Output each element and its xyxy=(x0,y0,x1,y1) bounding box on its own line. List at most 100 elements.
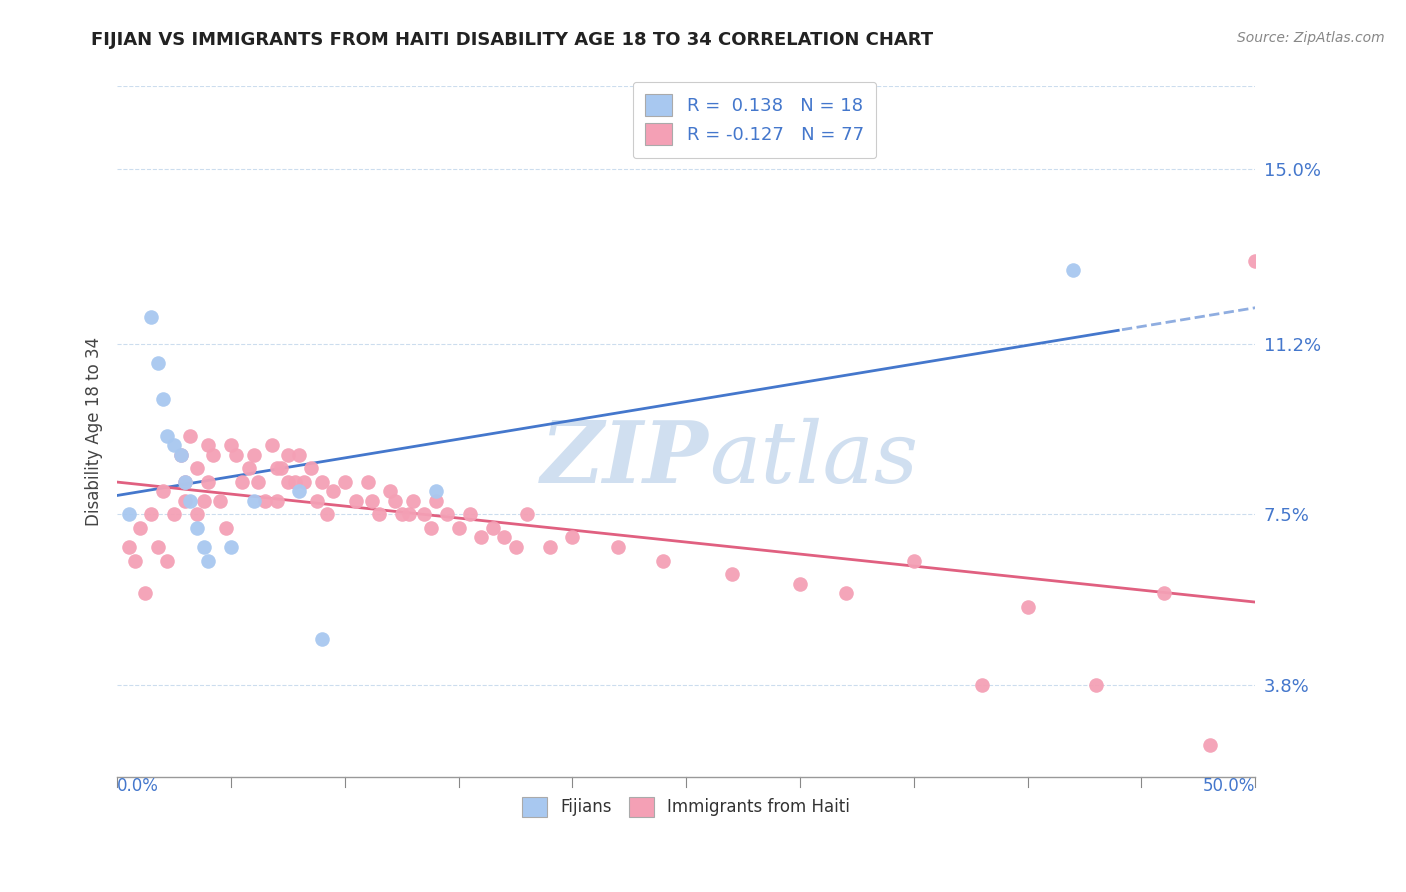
Point xyxy=(356,475,378,490)
Text: 0.0%: 0.0% xyxy=(117,777,159,795)
Text: ZIP: ZIP xyxy=(541,417,709,501)
Point xyxy=(470,531,492,545)
Point xyxy=(156,429,179,443)
Point xyxy=(254,493,277,508)
Point xyxy=(134,585,156,599)
Point xyxy=(447,521,470,535)
Point xyxy=(193,493,215,508)
Point xyxy=(391,508,413,522)
Point xyxy=(270,461,292,475)
Point xyxy=(1084,678,1107,692)
Point xyxy=(215,521,238,535)
Point xyxy=(208,493,231,508)
Point xyxy=(561,531,583,545)
Y-axis label: Disability Age 18 to 34: Disability Age 18 to 34 xyxy=(86,337,103,526)
Point xyxy=(505,540,527,554)
Legend: Fijians, Immigrants from Haiti: Fijians, Immigrants from Haiti xyxy=(516,790,856,824)
Point xyxy=(425,493,447,508)
Point xyxy=(242,493,264,508)
Point xyxy=(1062,263,1084,277)
Point xyxy=(538,540,561,554)
Point xyxy=(315,508,337,522)
Point xyxy=(141,310,163,324)
Point xyxy=(307,493,329,508)
Point xyxy=(425,484,447,499)
Point xyxy=(186,461,208,475)
Point xyxy=(436,508,458,522)
Point xyxy=(197,553,219,567)
Point xyxy=(124,553,146,567)
Point xyxy=(219,438,242,452)
Point xyxy=(384,493,406,508)
Point xyxy=(972,678,994,692)
Point xyxy=(789,576,811,591)
Point xyxy=(152,392,174,407)
Point xyxy=(174,475,197,490)
Point xyxy=(174,475,197,490)
Point xyxy=(193,540,215,554)
Point xyxy=(344,493,367,508)
Point xyxy=(260,438,283,452)
Point xyxy=(402,493,425,508)
Point xyxy=(170,448,193,462)
Point xyxy=(288,484,311,499)
Point xyxy=(322,484,344,499)
Point xyxy=(413,508,436,522)
Point xyxy=(420,521,443,535)
Point xyxy=(277,475,299,490)
Point xyxy=(652,553,675,567)
Point xyxy=(277,448,299,462)
Point xyxy=(1153,585,1175,599)
Point xyxy=(380,484,402,499)
Point xyxy=(146,355,169,369)
Point xyxy=(311,475,333,490)
Point xyxy=(516,508,538,522)
Point xyxy=(299,461,322,475)
Point xyxy=(398,508,420,522)
Point xyxy=(242,448,264,462)
Point xyxy=(458,508,481,522)
Point xyxy=(481,521,503,535)
Text: Source: ZipAtlas.com: Source: ZipAtlas.com xyxy=(1237,31,1385,45)
Point xyxy=(186,521,208,535)
Text: FIJIAN VS IMMIGRANTS FROM HAITI DISABILITY AGE 18 TO 34 CORRELATION CHART: FIJIAN VS IMMIGRANTS FROM HAITI DISABILI… xyxy=(91,31,934,49)
Point xyxy=(368,508,391,522)
Point xyxy=(1198,738,1220,752)
Point xyxy=(156,553,179,567)
Point xyxy=(834,585,856,599)
Point xyxy=(361,493,384,508)
Point xyxy=(170,448,193,462)
Point xyxy=(311,632,333,646)
Point xyxy=(179,493,201,508)
Point xyxy=(288,448,311,462)
Point xyxy=(494,531,516,545)
Point xyxy=(292,475,315,490)
Text: 50.0%: 50.0% xyxy=(1204,777,1256,795)
Point xyxy=(266,493,288,508)
Point xyxy=(225,448,247,462)
Point xyxy=(720,567,742,582)
Point xyxy=(231,475,253,490)
Point xyxy=(179,429,201,443)
Point xyxy=(201,448,224,462)
Point xyxy=(284,475,307,490)
Point xyxy=(174,493,197,508)
Point xyxy=(1244,254,1267,268)
Point xyxy=(117,508,139,522)
Point xyxy=(266,461,288,475)
Point xyxy=(197,475,219,490)
Point xyxy=(238,461,260,475)
Point xyxy=(186,508,208,522)
Point xyxy=(152,484,174,499)
Point xyxy=(117,540,139,554)
Text: atlas: atlas xyxy=(709,417,918,500)
Point xyxy=(163,438,186,452)
Point xyxy=(606,540,628,554)
Point xyxy=(129,521,152,535)
Point xyxy=(903,553,925,567)
Point xyxy=(163,508,186,522)
Point xyxy=(146,540,169,554)
Point xyxy=(333,475,356,490)
Point xyxy=(1017,599,1039,614)
Point xyxy=(197,438,219,452)
